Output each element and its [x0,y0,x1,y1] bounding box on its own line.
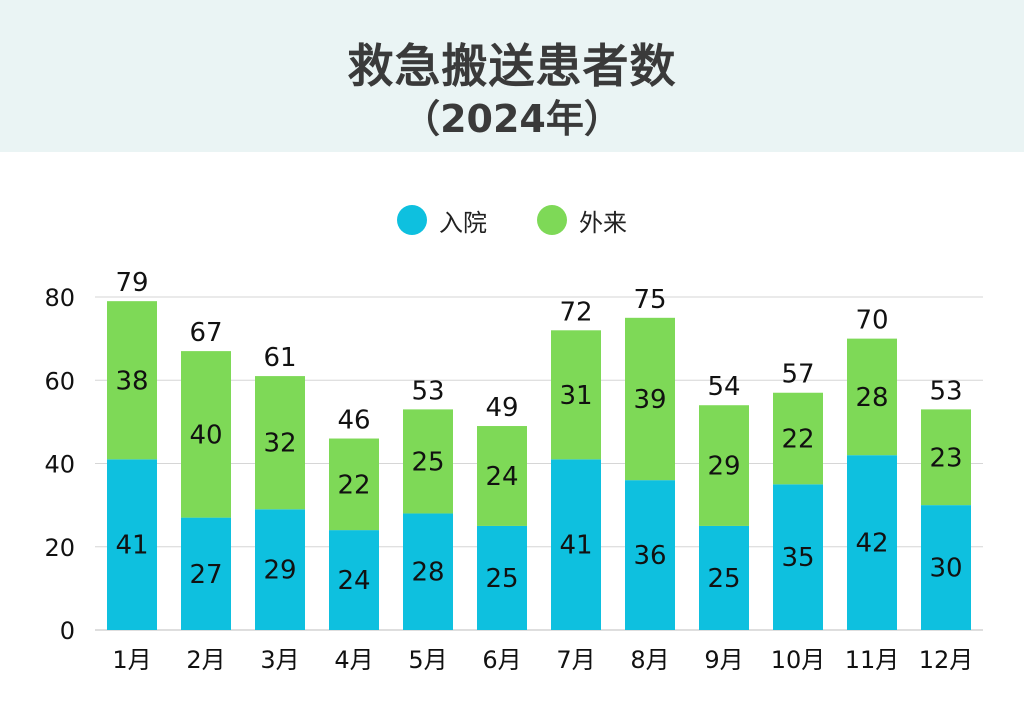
bar-outpatient [847,338,897,456]
data-label-inpatient: 36 [633,541,666,571]
y-tick-label: 0 [60,617,75,645]
data-label-total: 57 [781,360,814,390]
bar-inpatient [477,525,527,630]
bar-inpatient [329,530,379,630]
data-label-outpatient: 28 [855,383,888,413]
bar-outpatient [107,301,157,460]
data-label-total: 54 [707,372,740,402]
bar-outpatient [403,409,453,514]
data-label-inpatient: 41 [115,531,148,561]
bar-inpatient [255,509,305,630]
y-tick-label: 40 [44,451,75,479]
x-tick-label: 3月 [260,646,299,674]
bar-inpatient [181,517,231,630]
data-label-outpatient: 32 [263,429,296,459]
data-label-total: 70 [855,306,888,336]
bar-inpatient [921,505,971,630]
x-tick-label: 1月 [112,646,151,674]
x-tick-label: 5月 [408,646,447,674]
bar-outpatient [625,317,675,481]
bar-inpatient [773,484,823,630]
x-tick-label: 7月 [556,646,595,674]
legend-item-outpatient: 外来 [537,203,627,238]
y-tick-label: 20 [44,534,75,562]
x-tick-label: 4月 [334,646,373,674]
legend-label-inpatient: 入院 [439,208,487,237]
data-label-outpatient: 25 [411,447,444,477]
data-label-outpatient: 31 [559,381,592,411]
y-tick-label: 60 [44,367,75,395]
legend-label-outpatient: 外来 [579,208,627,237]
data-label-total: 46 [337,406,370,436]
data-label-total: 67 [189,318,222,348]
bar-outpatient [551,330,601,460]
data-label-inpatient: 28 [411,558,444,588]
data-label-inpatient: 27 [189,560,222,590]
x-tick-label: 12月 [919,646,974,674]
bar-outpatient [329,438,379,531]
chart-subtitle: （2024年） [402,97,622,141]
data-label-inpatient: 30 [929,554,962,584]
data-label-total: 53 [929,376,962,406]
bar-outpatient [921,409,971,506]
data-label-inpatient: 24 [337,566,370,596]
x-tick-label: 2月 [186,646,225,674]
x-tick-label: 8月 [630,646,669,674]
data-label-outpatient: 39 [633,385,666,415]
data-label-inpatient: 25 [707,564,740,594]
x-tick-label: 9月 [704,646,743,674]
data-label-total: 49 [485,393,518,423]
legend-swatch-inpatient [397,205,427,235]
data-label-inpatient: 35 [781,543,814,573]
data-label-inpatient: 42 [855,529,888,559]
y-tick-label: 80 [44,284,75,312]
data-label-total: 72 [559,297,592,327]
data-label-outpatient: 22 [781,425,814,455]
bar-outpatient [255,376,305,510]
x-tick-label: 11月 [845,646,900,674]
data-label-outpatient: 23 [929,443,962,473]
data-label-total: 75 [633,285,666,315]
data-label-total: 61 [263,343,296,373]
data-label-inpatient: 29 [263,556,296,586]
bar-inpatient [699,525,749,630]
data-label-outpatient: 29 [707,452,740,482]
bar-inpatient [107,459,157,630]
data-label-total: 53 [411,376,444,406]
bar-inpatient [551,459,601,630]
data-label-total: 79 [115,268,148,298]
x-tick-label: 10月 [771,646,826,674]
bar-outpatient [773,392,823,485]
bar-outpatient [477,426,527,526]
chart-title: 救急搬送患者数 [347,39,677,93]
data-label-outpatient: 22 [337,470,370,500]
data-label-inpatient: 25 [485,564,518,594]
data-label-outpatient: 40 [189,420,222,450]
bar-inpatient [403,513,453,630]
data-label-inpatient: 41 [559,531,592,561]
chart-legend: 入院 外来 [0,200,1024,240]
bar-outpatient [699,405,749,526]
x-tick-label: 6月 [482,646,521,674]
data-label-outpatient: 38 [115,366,148,396]
legend-item-inpatient: 入院 [397,203,487,238]
bar-outpatient [181,351,231,518]
legend-swatch-outpatient [537,205,567,235]
chart-header: 救急搬送患者数 （2024年） [0,0,1024,152]
bar-inpatient [625,480,675,630]
bar-inpatient [847,455,897,630]
data-label-outpatient: 24 [485,462,518,492]
